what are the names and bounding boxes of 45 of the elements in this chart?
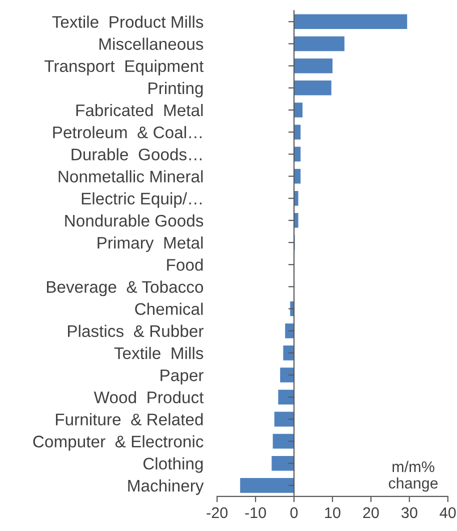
- y-tick-label: Primary Metal: [98, 236, 203, 252]
- bar: [270, 455, 294, 472]
- bar: [294, 146, 302, 162]
- y-tick-label: Nonmetallic Mineral: [58, 170, 203, 182]
- x-tick-label: 40: [440, 507, 456, 518]
- bar: [284, 322, 294, 339]
- y-tick-label: Plastics & Rubber: [68, 324, 204, 338]
- bar: [272, 433, 294, 450]
- bar: [239, 477, 294, 494]
- x-tick-label: -10: [245, 507, 266, 518]
- y-tick-label: Petroleum & Coal…: [53, 126, 202, 138]
- bar: [294, 80, 332, 96]
- bar: [294, 124, 302, 140]
- y-tick-label: Furniture & Related: [56, 413, 203, 426]
- y-tick-label: Durable Goods…: [72, 148, 202, 160]
- y-tick-label: Textile Mills: [114, 346, 204, 360]
- y-tick-label: Beverage & Tobacco: [46, 280, 204, 296]
- y-tick-label: Computer & Electronic: [33, 435, 204, 451]
- x-tick-label: 30: [401, 507, 418, 518]
- bar: [294, 58, 334, 74]
- y-tick-label: Clothing: [143, 457, 203, 473]
- bar: [274, 411, 294, 428]
- y-tick-label: Food: [167, 258, 203, 271]
- y-tick-label: Wood Product: [94, 391, 204, 404]
- bar: [294, 36, 346, 52]
- y-tick-label: Electric Equip/…: [82, 192, 202, 208]
- x-tick-label: 0: [290, 507, 298, 518]
- bar: [282, 344, 294, 362]
- y-tick-label: Textile Product Mills: [52, 16, 204, 28]
- x-tick-label: 20: [363, 507, 379, 518]
- annotation: m/m% change: [388, 460, 438, 492]
- x-tick-label: -20: [206, 507, 228, 518]
- y-tick-label: Printing: [148, 82, 203, 98]
- y-tick-label: Miscellaneous: [100, 38, 204, 50]
- bar: [278, 389, 294, 406]
- bar: [294, 14, 408, 30]
- y-tick-label: Paper: [160, 370, 204, 385]
- y-tick-label: Chemical: [135, 302, 203, 315]
- bar: [279, 366, 294, 384]
- y-tick-label: Nondurable Goods: [65, 214, 204, 227]
- x-tick-label: 10: [325, 507, 340, 518]
- y-tick-label: Fabricated Metal: [76, 104, 203, 116]
- bar: [294, 168, 302, 184]
- y-tick-label: Machinery: [128, 479, 204, 495]
- y-tick-label: Transport Equipment: [44, 60, 204, 76]
